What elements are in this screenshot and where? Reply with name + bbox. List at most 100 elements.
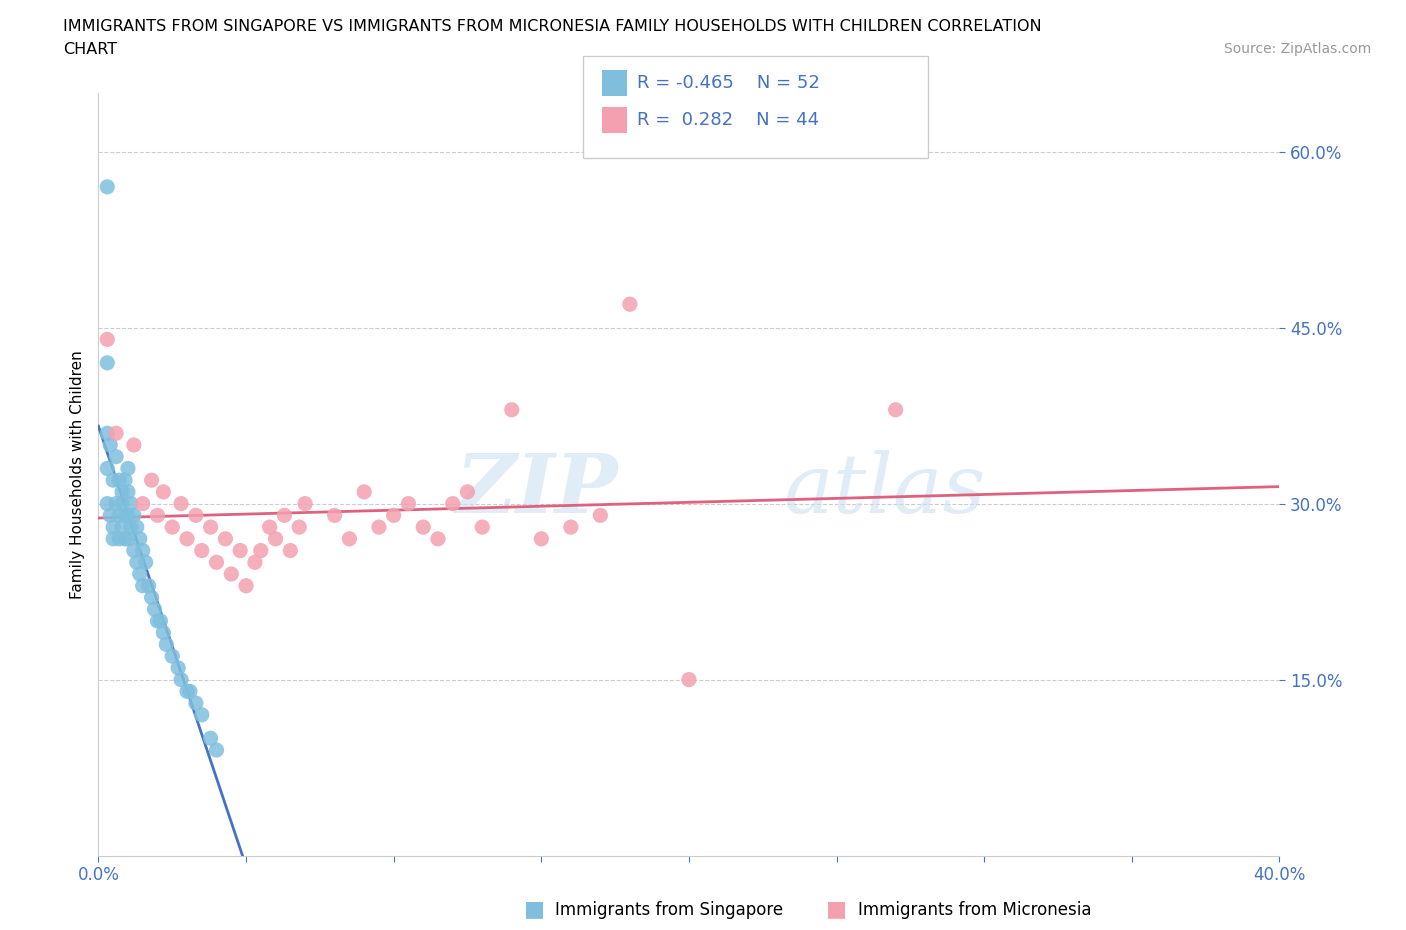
Text: atlas: atlas — [783, 449, 986, 529]
Point — [152, 625, 174, 640]
Text: ■: ■ — [827, 899, 846, 920]
Point — [114, 472, 136, 487]
Point — [457, 485, 479, 499]
Point — [143, 602, 166, 617]
Point — [264, 531, 287, 546]
Point — [323, 508, 346, 523]
Point — [111, 520, 134, 535]
Point — [105, 449, 128, 464]
Point — [427, 531, 450, 546]
Point — [221, 566, 243, 581]
Point — [120, 497, 142, 512]
Point — [98, 508, 121, 523]
Point — [176, 531, 198, 546]
Point — [619, 297, 641, 312]
Point — [125, 520, 148, 535]
Point — [191, 543, 214, 558]
Text: IMMIGRANTS FROM SINGAPORE VS IMMIGRANTS FROM MICRONESIA FAMILY HOUSEHOLDS WITH C: IMMIGRANTS FROM SINGAPORE VS IMMIGRANTS … — [63, 19, 1042, 33]
Point — [96, 426, 118, 441]
Point — [128, 566, 150, 581]
Point — [117, 485, 139, 499]
Point — [398, 497, 420, 512]
Point — [152, 485, 174, 499]
Point — [111, 497, 134, 512]
Point — [170, 497, 193, 512]
Point — [103, 472, 125, 487]
Text: R = -0.465    N = 52: R = -0.465 N = 52 — [637, 73, 820, 92]
Point — [288, 520, 311, 535]
Point — [96, 497, 118, 512]
Point — [412, 520, 434, 535]
Point — [205, 742, 228, 757]
Point — [146, 614, 169, 629]
Point — [205, 555, 228, 570]
Point — [98, 437, 121, 452]
Point — [214, 531, 236, 546]
Point — [96, 461, 118, 476]
Text: ■: ■ — [524, 899, 544, 920]
Point — [229, 543, 252, 558]
Point — [114, 508, 136, 523]
Point — [162, 520, 183, 535]
Point — [200, 731, 222, 746]
Point — [589, 508, 612, 523]
Point — [117, 461, 139, 476]
Point — [146, 508, 169, 523]
Point — [162, 649, 183, 664]
Point — [200, 520, 222, 535]
Point — [132, 578, 155, 593]
Point — [122, 543, 145, 558]
Point — [884, 403, 907, 418]
Point — [122, 508, 145, 523]
Point — [149, 614, 172, 629]
Point — [103, 520, 125, 535]
Point — [111, 485, 134, 499]
Point — [441, 497, 464, 512]
Point — [120, 520, 142, 535]
Point — [155, 637, 177, 652]
Point — [96, 332, 118, 347]
Y-axis label: Family Households with Children: Family Households with Children — [69, 350, 84, 599]
Text: Immigrants from Micronesia: Immigrants from Micronesia — [858, 900, 1091, 919]
Text: ZIP: ZIP — [456, 449, 619, 529]
Point — [128, 531, 150, 546]
Point — [125, 555, 148, 570]
Point — [243, 555, 266, 570]
Point — [170, 672, 193, 687]
Point — [191, 708, 214, 723]
Text: Immigrants from Singapore: Immigrants from Singapore — [555, 900, 783, 919]
Point — [235, 578, 257, 593]
Point — [108, 531, 131, 546]
Point — [122, 437, 145, 452]
Point — [132, 497, 155, 512]
Point — [179, 684, 201, 698]
Point — [530, 531, 553, 546]
Point — [103, 531, 125, 546]
Point — [108, 508, 131, 523]
Point — [132, 543, 155, 558]
Text: CHART: CHART — [63, 42, 117, 57]
Point — [167, 660, 190, 675]
Text: R =  0.282    N = 44: R = 0.282 N = 44 — [637, 111, 820, 129]
Point — [96, 355, 118, 370]
Point — [184, 508, 207, 523]
Point — [294, 497, 316, 512]
Point — [250, 543, 273, 558]
Point — [105, 497, 128, 512]
Point — [96, 179, 118, 194]
Point — [353, 485, 375, 499]
Point — [108, 472, 131, 487]
Point — [117, 531, 139, 546]
Point — [176, 684, 198, 698]
Point — [678, 672, 700, 687]
Point — [138, 578, 160, 593]
Point — [280, 543, 302, 558]
Text: Source: ZipAtlas.com: Source: ZipAtlas.com — [1223, 42, 1371, 56]
Point — [471, 520, 494, 535]
Point — [368, 520, 391, 535]
Point — [117, 508, 139, 523]
Point — [382, 508, 405, 523]
Point — [184, 696, 207, 711]
Point — [141, 472, 163, 487]
Point — [273, 508, 295, 523]
